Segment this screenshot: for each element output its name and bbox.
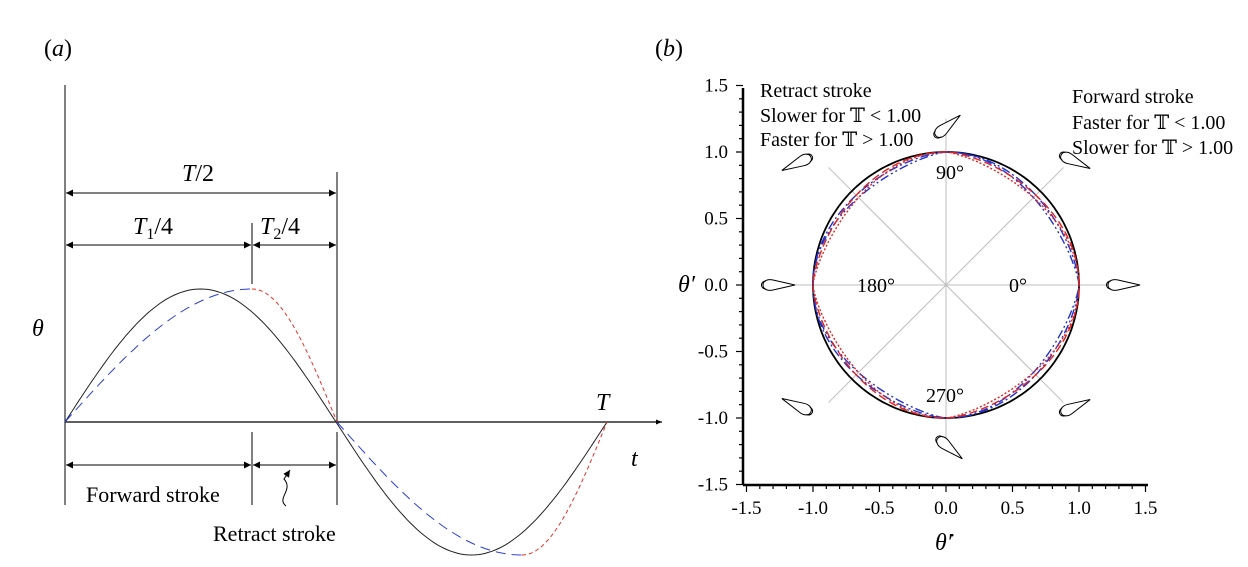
radial-guide xyxy=(945,284,1064,403)
y-tick-label: -1.5 xyxy=(698,475,728,496)
retract-note-line-3: Faster for 𝕋 > 1.00 xyxy=(760,129,913,151)
radial-guide xyxy=(828,284,947,403)
panel-b: (b) -1.5 -1.0 -0.5 0.0 0.5 1.0 1.5 1.5 1.0 0.5 0.0… xyxy=(655,36,1233,556)
y-tick-label: 1.0 xyxy=(704,142,728,163)
x-tick-label: -1.0 xyxy=(798,498,828,519)
y-tick-label: 0.0 xyxy=(704,275,728,296)
t-label: t xyxy=(631,446,639,472)
axis-tick-labels: -1.5 -1.0 -0.5 0.0 0.5 1.0 1.5 1.5 1.0 0.5 0.0 -0.5… xyxy=(698,76,1157,520)
y-tick-label: 1.5 xyxy=(704,76,728,97)
forward-stroke-note: Forward stroke Faster for 𝕋 < 1.00 Slowe… xyxy=(1072,86,1233,159)
retract-stroke-note: Retract stroke Slower for 𝕋 < 1.00 Faste… xyxy=(760,80,921,151)
x-axis-label: θ̇′ xyxy=(935,530,954,556)
sinusoid-curve xyxy=(64,288,608,556)
skewed-retract-curve xyxy=(252,288,608,556)
airfoil-icon-180 xyxy=(761,279,796,291)
t2-text: T2/4 xyxy=(260,214,300,243)
radial-guide xyxy=(945,167,1064,286)
x-tick-label: -0.5 xyxy=(864,498,894,519)
theta-label: θ xyxy=(32,316,44,342)
angle-0-label: 0° xyxy=(1009,275,1027,297)
half-period-text: T/2 xyxy=(182,161,214,187)
t1-text: T1/4 xyxy=(133,214,173,243)
airfoil-icon-270 xyxy=(932,432,967,464)
skewed-forward-curve xyxy=(64,288,522,556)
airfoil-icon-135 xyxy=(779,150,815,176)
series-line-1 xyxy=(812,151,1080,419)
radial-guide xyxy=(828,167,947,286)
retract-stroke-text: Retract stroke xyxy=(213,521,336,546)
forward-note-line-3: Slower for 𝕋 > 1.00 xyxy=(1072,137,1233,159)
retract-note-line-1: Retract stroke xyxy=(760,80,872,102)
y-tick-label: 0.5 xyxy=(704,209,728,230)
series-line-3 xyxy=(812,151,1080,419)
x-tick-label: 0.0 xyxy=(934,498,958,519)
x-tick-label: 1.5 xyxy=(1134,498,1158,519)
panel-b-label: (b) xyxy=(655,36,683,62)
retract-note-line-2: Slower for 𝕋 < 1.00 xyxy=(760,105,921,127)
retract-stroke-leader xyxy=(282,469,291,507)
phase-curves xyxy=(812,151,1080,419)
series-line-2 xyxy=(812,151,1080,419)
radial-guides xyxy=(779,118,1113,452)
period-label: T xyxy=(596,390,611,416)
x-tick-label: -1.5 xyxy=(731,498,761,519)
angle-180-label: 180° xyxy=(857,275,895,297)
panel-a: (a) θ t T T/2 T1/4 T2/4 Forward stroke R xyxy=(32,36,662,556)
airfoil-icon-315 xyxy=(1057,394,1093,420)
angle-270-label: 270° xyxy=(926,385,964,407)
airfoil-icon-225 xyxy=(779,393,815,419)
forward-stroke-text: Forward stroke xyxy=(86,482,220,507)
x-tick-label: 0.5 xyxy=(1001,498,1025,519)
forward-note-line-2: Faster for 𝕋 < 1.00 xyxy=(1072,112,1225,134)
airfoil-icon-90 xyxy=(930,110,965,142)
y-axis-label: θ′ xyxy=(678,272,696,298)
x-tick-label: 1.0 xyxy=(1067,498,1091,519)
panel-a-label: (a) xyxy=(44,36,72,62)
axis-ticks xyxy=(736,84,1147,492)
y-tick-label: -0.5 xyxy=(698,342,728,363)
airfoil-icon-0 xyxy=(1106,279,1141,291)
forward-note-line-1: Forward stroke xyxy=(1072,86,1194,108)
angle-90-label: 90° xyxy=(936,162,964,184)
y-tick-label: -1.0 xyxy=(698,408,728,429)
